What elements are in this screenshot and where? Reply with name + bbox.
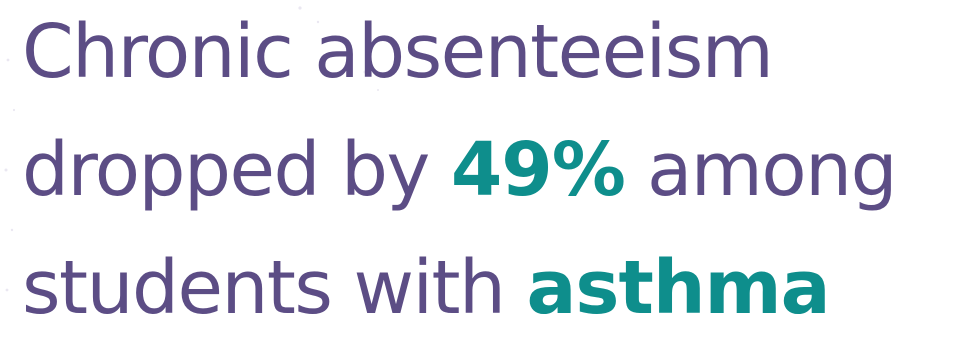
headline-line-3: students with asthma	[22, 230, 972, 346]
headline-line-1-text: Chronic absenteeism	[22, 9, 774, 95]
headline: Chronic absenteeism dropped by 49% among…	[22, 0, 972, 348]
headline-line-3-prefix: students with	[22, 245, 527, 331]
condition-highlight: asthma	[526, 245, 830, 331]
percent-highlight: 49%	[450, 127, 626, 213]
headline-line-2: dropped by 49% among	[22, 112, 972, 228]
headline-line-2-suffix: among	[624, 127, 898, 213]
headline-line-1: Chronic absenteeism	[22, 0, 972, 110]
headline-line-2-prefix: dropped by	[22, 127, 451, 213]
